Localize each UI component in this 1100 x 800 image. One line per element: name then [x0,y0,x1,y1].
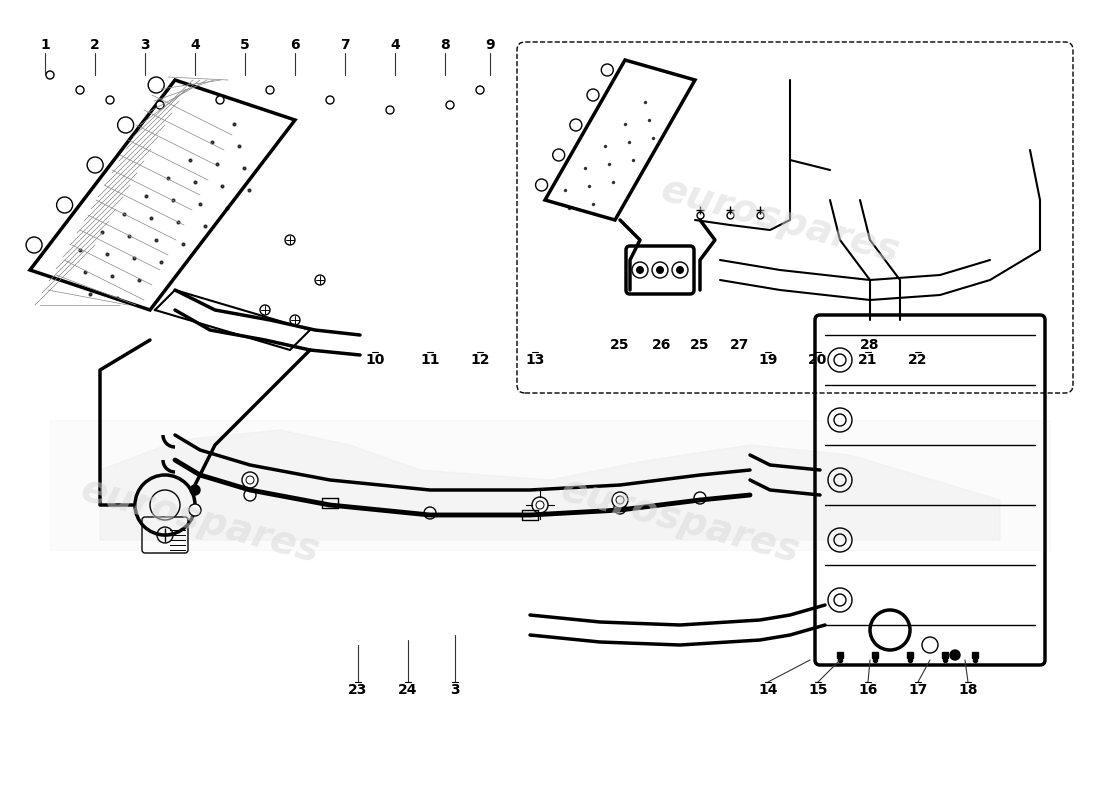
Text: 23: 23 [349,683,367,697]
Text: 8: 8 [440,38,450,52]
Text: 28: 28 [860,338,880,352]
Text: 12: 12 [471,353,490,367]
Circle shape [266,86,274,94]
Circle shape [446,101,454,109]
Text: 20: 20 [808,353,827,367]
Text: 24: 24 [398,683,418,697]
Circle shape [315,275,324,285]
Circle shape [76,86,84,94]
Text: 5: 5 [240,38,250,52]
Text: 3: 3 [450,683,460,697]
Circle shape [244,489,256,501]
Text: 21: 21 [858,353,878,367]
Circle shape [260,305,270,315]
Circle shape [156,101,164,109]
Text: 2: 2 [90,38,100,52]
Text: 27: 27 [730,338,750,352]
Circle shape [242,472,258,488]
Text: 14: 14 [758,683,778,697]
Circle shape [46,71,54,79]
Circle shape [424,507,436,519]
Text: 22: 22 [909,353,927,367]
Circle shape [532,497,548,513]
Text: 16: 16 [858,683,878,697]
Circle shape [694,492,706,504]
Text: 10: 10 [365,353,385,367]
Circle shape [285,235,295,245]
Circle shape [636,266,644,274]
Circle shape [290,315,300,325]
Circle shape [476,86,484,94]
Text: 25: 25 [610,338,629,352]
Text: eurospares: eurospares [657,170,903,270]
Text: 9: 9 [485,38,495,52]
Polygon shape [100,430,1000,540]
Circle shape [656,266,664,274]
Text: 13: 13 [526,353,544,367]
Circle shape [950,650,960,660]
Circle shape [190,485,200,495]
Text: 4: 4 [190,38,200,52]
Circle shape [676,266,684,274]
Circle shape [386,106,394,114]
Text: 15: 15 [808,683,827,697]
Text: eurospares: eurospares [76,470,323,570]
Text: 18: 18 [958,683,978,697]
Text: 26: 26 [652,338,672,352]
Text: 19: 19 [758,353,778,367]
Text: 1: 1 [40,38,49,52]
Circle shape [612,492,628,508]
Circle shape [216,96,224,104]
Text: 3: 3 [140,38,150,52]
Circle shape [326,96,334,104]
Circle shape [189,504,201,516]
Text: 6: 6 [290,38,300,52]
Circle shape [614,502,626,514]
Circle shape [106,96,114,104]
Text: 25: 25 [691,338,710,352]
Text: eurospares: eurospares [557,470,804,570]
Text: 11: 11 [420,353,440,367]
Text: 4: 4 [390,38,400,52]
Text: 17: 17 [909,683,927,697]
Text: 7: 7 [340,38,350,52]
